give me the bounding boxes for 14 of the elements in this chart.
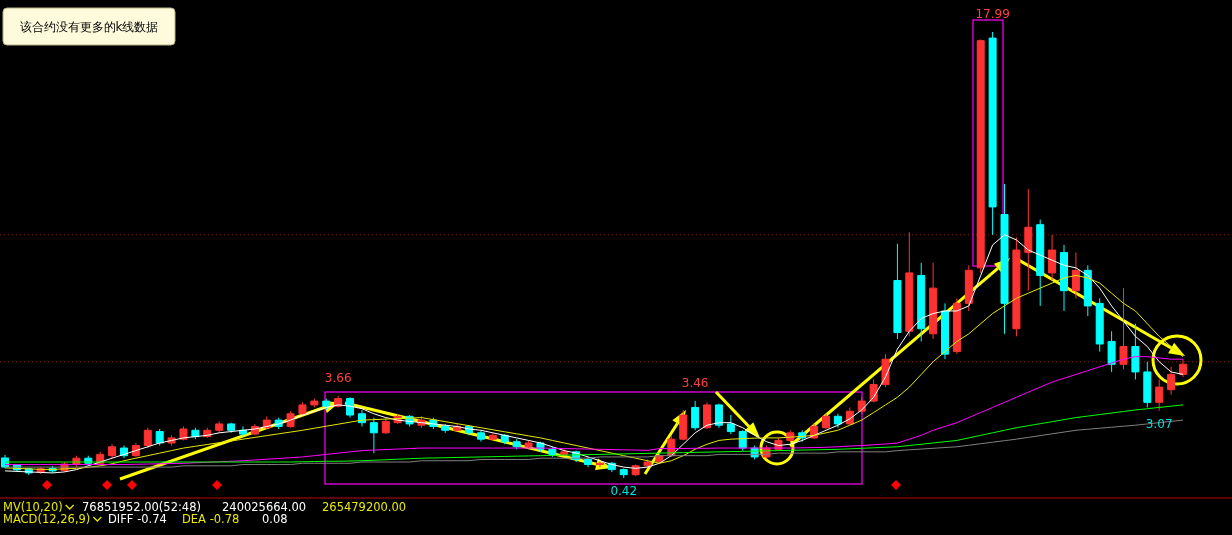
text: MACD(12,26,9)	[3, 512, 91, 526]
text: 76851952.00(52:48)	[82, 500, 201, 514]
annotation: 3.66	[324, 370, 352, 385]
text: DIFF -0.74	[108, 512, 167, 526]
annotation: 0.42	[610, 484, 638, 498]
text: 0.08	[262, 512, 288, 526]
annotation: 17.99	[975, 7, 1010, 21]
annotation: 3.07	[1145, 416, 1173, 431]
text: MV(10,20)	[3, 500, 63, 514]
annotation: 3.46	[681, 375, 709, 390]
annotation: 该合约没有更多的k线数据	[19, 20, 159, 34]
text: DEA -0.78	[182, 512, 240, 526]
text: 265479200.00	[322, 500, 407, 514]
text: 240025664.00	[222, 500, 307, 514]
